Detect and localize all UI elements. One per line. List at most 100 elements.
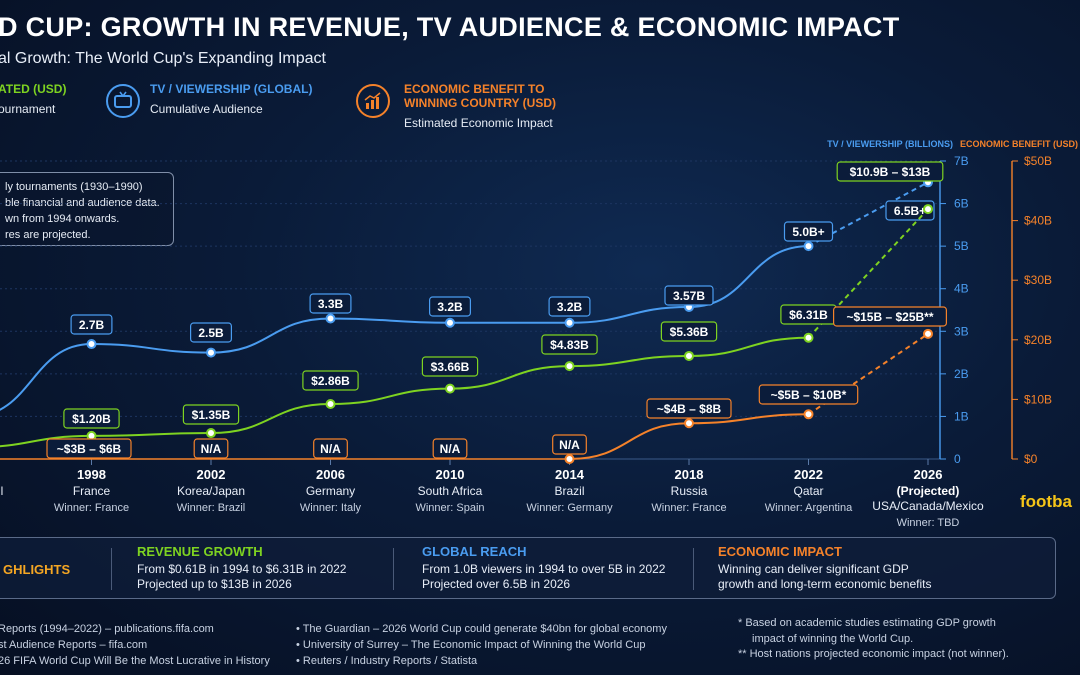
highlight-impact-line: Winning can deliver significant GDP (718, 562, 909, 576)
revenue-data-point (564, 361, 575, 372)
footnote-1-cont: impact of winning the World Cup. (752, 633, 914, 645)
tv-axis-tick-label: 5B (954, 239, 969, 253)
legend-economic: ECONOMIC BENEFIT TO WINNING COUNTRY (USD… (404, 82, 556, 130)
economic-label-box (313, 438, 348, 459)
note-line: ly tournaments (1930–1990) (5, 181, 143, 193)
x-axis-host-label: Korea/Japan (177, 484, 245, 498)
economic-data-label: ~$3B – $6B (57, 442, 122, 456)
economic-data-label: N/A (201, 442, 222, 456)
highlight-reach-line: From 1.0B viewers in 1994 to over 5B in … (422, 562, 666, 576)
revenue-data-label: $4.83B (550, 338, 589, 352)
footnote-2: ** Host nations projected economic impac… (738, 648, 1009, 660)
economic-data-point (923, 328, 933, 339)
tv-icon (106, 84, 140, 118)
revenue-data-label: $1.20B (72, 412, 111, 426)
tv-data-point (445, 317, 455, 328)
tv-axis-tick-label: 3B (954, 324, 969, 338)
tv-axis-title: TV / VIEWERSHIP (BILLIONS) (827, 139, 953, 149)
tv-data-point (86, 339, 97, 350)
x-axis-year-label: 2026 (914, 467, 943, 482)
page-title: D CUP: GROWTH IN REVENUE, TV AUDIENCE & … (0, 12, 900, 42)
x-axis-year-label: (Projected) (897, 484, 960, 498)
x-axis-winner-label: Winner: France (54, 502, 129, 514)
x-axis-host-label: USA/Canada/Mexico (872, 499, 984, 513)
tv-axis-tick-label: 0 (954, 452, 961, 466)
tv-axis-tick-label: 1B (954, 409, 969, 423)
x-axis-winner-label: Winner: France (651, 502, 726, 514)
economic-projected-line (807, 333, 929, 416)
source-line: 26 FIFA World Cup Will Be the Most Lucra… (0, 655, 270, 667)
highlights-divider (111, 548, 112, 590)
tv-label-box (190, 322, 233, 343)
tv-label-box (664, 285, 714, 306)
legend-tv: TV / VIEWERSHIP (GLOBAL) Cumulative Audi… (150, 82, 312, 116)
tv-label-box (429, 296, 472, 317)
note-line: ble financial and audience data. (5, 197, 160, 209)
x-axis-winner-label: Winner: TBD (897, 517, 960, 529)
highlight-impact: ECONOMIC IMPACT Winning can deliver sign… (718, 544, 931, 592)
tv-data-label: 2.7B (79, 318, 105, 332)
tv-data-label: 3.2B (557, 300, 583, 314)
legend-economic-title-2: WINNING COUNTRY (USD) (404, 96, 556, 110)
revenue-data-label: $3.66B (431, 360, 470, 374)
legend-revenue: ATED (USD) ournament (0, 82, 66, 116)
highlights-heading: GHLIGHTS (3, 562, 71, 577)
tv-label-box (70, 314, 113, 335)
highlight-impact-title: ECONOMIC IMPACT (718, 544, 842, 559)
tv-data-point (803, 241, 814, 252)
highlight-reach: GLOBAL REACH From 1.0B viewers in 1994 t… (422, 544, 665, 592)
tv-axis-tick-label: 7B (954, 154, 969, 168)
econ-axis-tick-label: $10B (1024, 392, 1052, 406)
revenue-data-label: $10.9B – $13B (850, 165, 931, 179)
note-box: ly tournaments (1930–1990) ble financial… (0, 172, 174, 246)
tv-axis-tick-label: 4B (954, 282, 969, 296)
x-axis-host-label: Russia (671, 484, 708, 498)
economic-label-box (832, 306, 947, 327)
legend-economic-title-1: ECONOMIC BENEFIT TO (404, 82, 545, 96)
tv-label-box (548, 296, 591, 317)
growth-chart: 0 1B 2B 3B 4B 5B 6B 7B $0 $10B $20B $30B $40B $50B TV … (0, 139, 1078, 529)
highlight-impact-line: growth and long-term economic benefits (718, 577, 932, 591)
tv-label-box (309, 293, 352, 314)
economic-data-label: N/A (440, 442, 461, 456)
x-axis-host-label: Germany (306, 484, 355, 498)
x-axis-winner-label: Winner: Spain (415, 502, 484, 514)
tv-data-point (206, 347, 216, 358)
revenue-label-box (836, 161, 944, 182)
economic-data-label: ~$15B – $25B** (846, 310, 933, 324)
econ-axis-tick-label: $40B (1024, 214, 1052, 228)
x-axis-host-label: Brazil (554, 484, 584, 498)
tv-data-label: 5.0B+ (792, 225, 824, 239)
revenue-data-point (445, 383, 455, 394)
x-axis-year-label: 2014 (555, 467, 585, 482)
revenue-label-box (421, 356, 479, 377)
x-axis-host-label: Qatar (793, 484, 823, 498)
x-axis-winner-label: Winner: Italy (300, 502, 362, 514)
source-line: Reports (1994–2022) – publications.fifa.… (0, 623, 214, 635)
tv-axis-tick-label: 6B (954, 197, 969, 211)
economic-label-box (646, 398, 732, 419)
legend-economic-sub: Estimated Economic Impact (404, 116, 553, 130)
tv-axis-tick-label: 2B (954, 367, 969, 381)
x-axis-year-label: 1998 (77, 467, 106, 482)
footnote-1: * Based on academic studies estimating G… (738, 617, 996, 629)
x-axis-host-label: il (0, 484, 3, 498)
note-line: res are projected. (5, 229, 91, 241)
revenue-series-line (0, 336, 809, 448)
economic-data-label: N/A (320, 442, 341, 456)
legend-tv-sub: Cumulative Audience (150, 102, 263, 116)
economic-label-box (193, 438, 229, 459)
source-line: • Reuters / Industry Reports / Statista (296, 655, 478, 667)
revenue-label-box (302, 370, 359, 391)
highlight-reach-line: Projected over 6.5B in 2026 (422, 577, 571, 591)
economic-label-box (758, 384, 859, 405)
economic-data-point (684, 418, 694, 429)
revenue-data-point (206, 428, 216, 439)
sources-col-1: Reports (1994–2022) – publications.fifa.… (0, 621, 270, 669)
sources-col-2: • The Guardian – 2026 World Cup could ge… (296, 621, 667, 669)
econ-axis-tick-label: $20B (1024, 333, 1052, 347)
tv-data-point (564, 317, 575, 328)
x-axis-winner-label: Winner: Germany (526, 502, 613, 514)
source-line: • University of Surrey – The Economic Im… (296, 639, 646, 651)
economic-data-point (803, 409, 814, 420)
